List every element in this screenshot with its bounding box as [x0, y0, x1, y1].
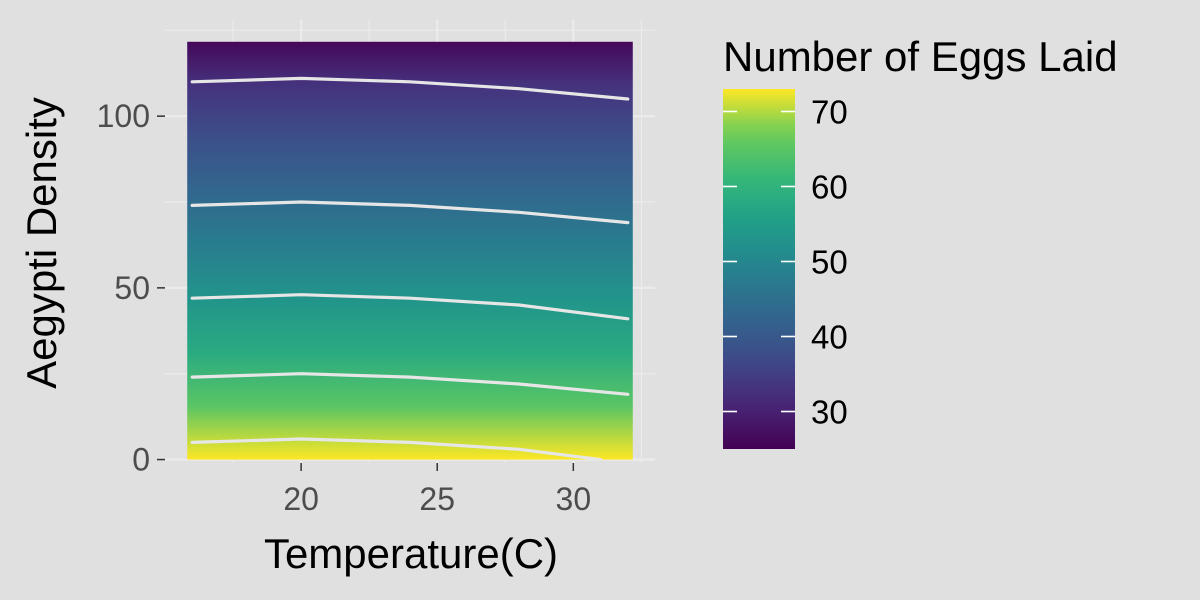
legend-tick-label: 60: [811, 169, 848, 206]
contour-line-50: [190, 293, 630, 321]
legend-tick-label: 70: [811, 94, 848, 131]
x-tick-label: 25: [419, 481, 455, 517]
y-axis-title: Aegypti Density: [18, 97, 65, 389]
legend: Number of Eggs Laid 30 40 50 60 70: [723, 33, 1118, 449]
contour-layer: [190, 76, 630, 462]
y-axis-ticks: 0 50 100: [97, 98, 165, 478]
legend-tick-label: 30: [811, 394, 848, 431]
contour-line-30: [190, 76, 630, 101]
contour-line-40: [190, 200, 630, 225]
y-tick-label: 100: [97, 98, 150, 134]
contour-line-60: [190, 372, 630, 396]
legend-colorbar: [723, 89, 795, 449]
x-tick-label: 30: [556, 481, 592, 517]
legend-tick-label: 40: [811, 319, 848, 356]
x-tick-label: 20: [283, 481, 319, 517]
y-tick-label: 0: [132, 442, 150, 478]
x-axis-ticks: 20 25 30: [283, 463, 591, 517]
contour-line-70: [190, 437, 603, 462]
x-axis-title: Temperature(C): [264, 530, 558, 577]
y-tick-label: 50: [114, 270, 150, 306]
heatmap-surface: [187, 41, 633, 460]
legend-ticks: 30 40 50 60 70: [723, 94, 848, 431]
legend-title: Number of Eggs Laid: [723, 33, 1118, 80]
legend-tick-label: 50: [811, 244, 848, 281]
